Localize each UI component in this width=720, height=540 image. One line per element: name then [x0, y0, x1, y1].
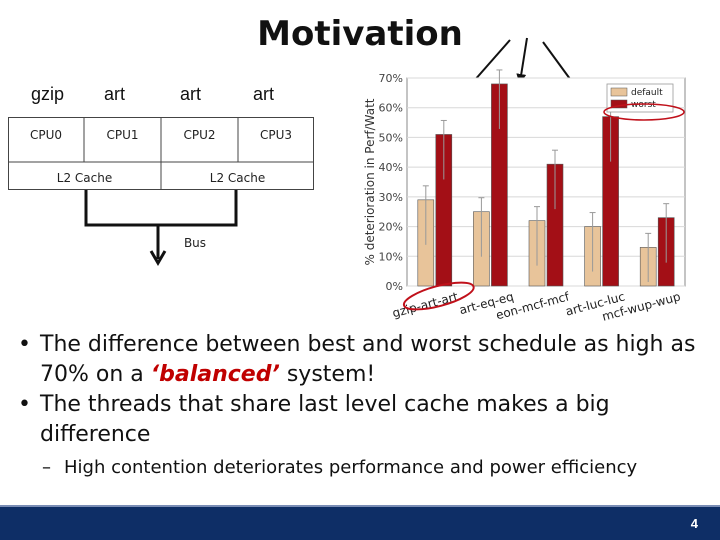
- y-tick-label: 70%: [379, 72, 403, 85]
- bus-label: Bus: [183, 236, 207, 250]
- legend-label-default: default: [631, 88, 663, 98]
- legend-label-worst: worst: [631, 100, 656, 110]
- y-tick-label: 30%: [379, 191, 403, 204]
- process-label-art-1: art: [104, 84, 126, 104]
- y-tick-label: 0%: [386, 280, 403, 293]
- category-highlight-ellipse: [402, 281, 475, 311]
- cpu0-label: CPU0: [29, 127, 63, 142]
- y-tick-label: 40%: [379, 161, 403, 174]
- bullet-dot: •: [18, 392, 31, 417]
- bullet-text: The difference between best and worst sc…: [40, 332, 696, 387]
- cpu1-label: CPU1: [106, 127, 139, 142]
- bullet-list: • The difference between best and worst s…: [18, 330, 708, 480]
- y-tick-label: 20%: [379, 221, 403, 234]
- architecture-diagram: CPU0 CPU1 CPU2 CPU3 L2 Cache L2 Cache Bu…: [8, 117, 314, 272]
- plot-area: [406, 77, 686, 287]
- page-number: 4: [690, 516, 698, 531]
- architecture-lines: [8, 117, 314, 266]
- highlighted-text: ‘balanced’: [150, 362, 280, 387]
- y-tick-label: 60%: [379, 102, 403, 115]
- y-tick-label: 50%: [379, 131, 403, 144]
- bullet-text: system!: [279, 362, 376, 387]
- footer-bar: 4: [0, 505, 720, 540]
- sub-bullet-dash: –: [42, 457, 51, 478]
- cpu3-label: CPU3: [259, 127, 293, 142]
- legend-swatch-default: [610, 87, 628, 97]
- y-tick-label: 10%: [379, 250, 403, 263]
- process-label-art-2: art: [180, 84, 202, 104]
- slide-title: Motivation: [257, 14, 463, 54]
- process-label-gzip: gzip: [31, 84, 65, 104]
- legend-highlight-ellipse: [603, 103, 685, 121]
- l2-cache-label-right: L2 Cache: [209, 170, 266, 185]
- bullet-dot: •: [18, 332, 31, 357]
- sub-bullet-item: – High contention deteriorates performanc…: [18, 456, 708, 480]
- process-label-art-3: art: [253, 84, 275, 104]
- cpu2-label: CPU2: [183, 127, 216, 142]
- l2-cache-label-left: L2 Cache: [56, 170, 113, 185]
- sub-bullet-text: High contention deteriorates performance…: [64, 457, 638, 478]
- x-category-label: gzip-art-art: [391, 289, 460, 320]
- bullet-item: • The difference between best and worst s…: [18, 330, 708, 390]
- bar-chart: 0% 10% 20% 30% 40% 50% 60% 70%% deterioration i…: [363, 69, 686, 323]
- bullet-item: • The threads that share last level cache…: [18, 390, 708, 450]
- bullet-text: The threads that share last level cache …: [40, 392, 610, 447]
- y-axis-label: % deterioration in Perf/Watt: [363, 98, 377, 265]
